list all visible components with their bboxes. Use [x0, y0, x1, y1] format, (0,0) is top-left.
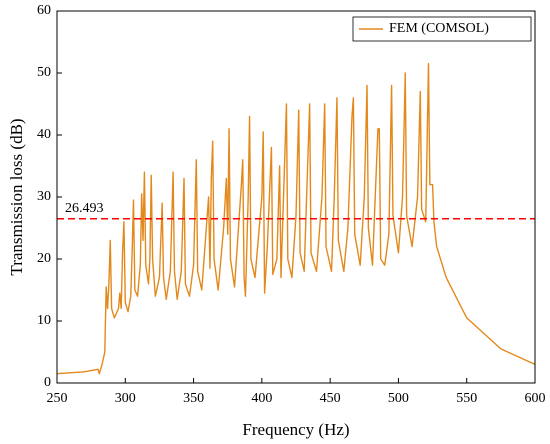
y-tick-label: 20 — [37, 251, 51, 266]
x-tick-label: 250 — [47, 391, 68, 406]
x-axis-title: Frequency (Hz) — [242, 420, 349, 439]
y-tick-label: 40 — [37, 127, 51, 142]
x-tick-label: 550 — [456, 391, 477, 406]
reference-label: 26.493 — [65, 201, 104, 216]
x-tick-label: 350 — [183, 391, 204, 406]
plot-frame — [56, 10, 536, 384]
x-tick-label: 600 — [525, 391, 546, 406]
series-line — [56, 63, 536, 375]
x-tick-label: 500 — [388, 391, 409, 406]
y-tick-label: 10 — [37, 313, 51, 328]
y-axis-title: Transmission loss (dB) — [7, 118, 26, 275]
x-tick-label: 400 — [251, 391, 272, 406]
y-tick-label: 30 — [37, 189, 51, 204]
legend-label: FEM (COMSOL) — [389, 21, 489, 36]
y-tick-label: 50 — [37, 65, 51, 80]
x-tick-label: 450 — [320, 391, 341, 406]
legend-box — [352, 16, 532, 42]
y-tick-label: 60 — [37, 3, 51, 18]
x-tick-label: 300 — [115, 391, 136, 406]
y-tick-label: 0 — [44, 375, 51, 390]
